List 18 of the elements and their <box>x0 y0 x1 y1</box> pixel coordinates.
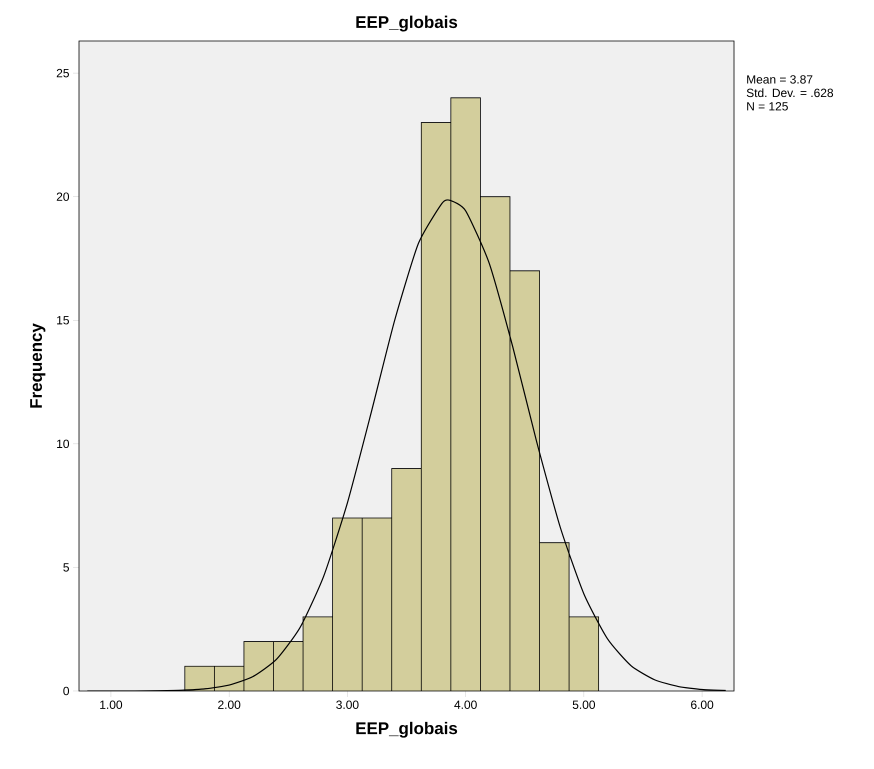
x-tick-label: 3.00 <box>336 700 359 709</box>
x-tick-label: 6.00 <box>691 700 714 709</box>
x-axis-title: EEP_globais <box>356 722 458 738</box>
y-tick-label: 5 <box>63 563 69 572</box>
x-tick-label: 5.00 <box>572 700 596 709</box>
y-tick-label: 10 <box>57 440 70 448</box>
y-tick-label: 25 <box>56 68 69 78</box>
x-tick-label: 2.00 <box>218 700 240 709</box>
y-axis-title: Frequency <box>30 323 46 408</box>
chart-title: EEP_globais <box>356 16 458 32</box>
text: Std. Dev. = .628 <box>746 88 834 98</box>
text: Mean = 3.87 <box>747 75 812 84</box>
y-tick-label: 20 <box>56 192 70 201</box>
text: N = 125 <box>747 102 788 111</box>
y-tick-label: 0 <box>63 686 70 696</box>
x-tick-label: 1.00 <box>100 700 122 709</box>
y-tick-label: 15 <box>57 316 69 324</box>
x-tick-label: 4.00 <box>454 700 477 709</box>
